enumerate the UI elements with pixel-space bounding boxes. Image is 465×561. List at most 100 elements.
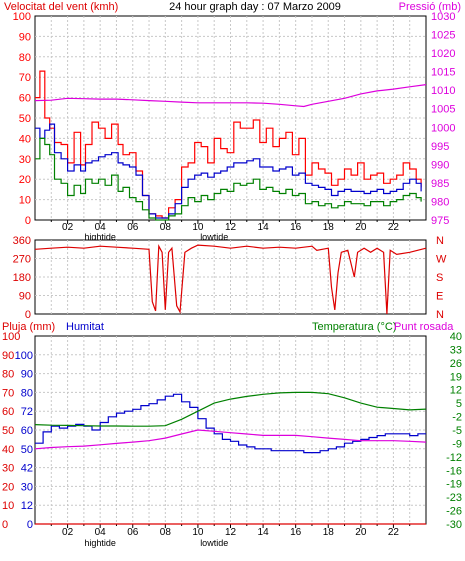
humidity-y-tick-label: 80 [21,387,33,399]
dew-point-axis-label: Punt rosada [394,321,454,333]
rain-y-tick-label: 10 [2,500,14,512]
temperature-y-tick-label: 40 [450,331,462,343]
pressure-y-tick-label: 995 [431,141,449,153]
compass-tick-label: N [436,235,444,247]
humidity-y-tick-label: 60 [21,425,33,437]
chart-title: 24 hour graph day : 07 Marzo 2009 [169,1,341,13]
rain-axis-label: Pluja (mm) [2,321,55,333]
wind-y-tick-label: 20 [19,174,31,186]
rain-humidity-temp-x-tick-label: 06 [127,527,139,538]
pressure-y-tick-label: 1030 [431,11,455,23]
wind-pressure-x-tick-label: 04 [95,222,107,233]
pressure-y-tick-label: 1025 [431,30,455,42]
temperature-y-tick-label: -16 [446,465,462,477]
pressure-y-tick-label: 1015 [431,67,455,79]
compass-tick-label: S [436,272,443,284]
wind-pressure-x-tick-label: 20 [355,222,367,233]
series-wind_low [35,137,422,221]
series-humidity [35,393,426,454]
wind-y-tick-label: 70 [19,72,31,84]
rain-humidity-temp-x-tick-label: 02 [62,527,74,538]
rain-y-tick-label: 100 [2,331,20,343]
wind-pressure-x-tick-label: 22 [388,222,400,233]
humidity-y-tick-label: 90 [21,369,33,381]
temperature-y-tick-label: -9 [452,438,462,450]
wind-y-tick-label: 50 [19,113,31,125]
wind-pressure-panel: 02 04 06 08 10 12 14 16 18 20 22 hightide lowtide 0 10… [13,11,456,242]
direction-y-tick-label: 0 [25,309,31,321]
rain-humidity-temp-x-tick-label: 16 [290,527,302,538]
rain-humidity-temp-x-tick-label: 18 [323,527,335,538]
wind-pressure-x-tick-label: 12 [225,222,237,233]
wind-y-tick-label: 60 [19,93,31,105]
rain-humidity-temp-x-tick-label: 14 [258,527,270,538]
series-direction [34,244,427,315]
humidity-y-tick-label: 30 [21,481,33,493]
rain-y-tick-label: 60 [2,406,14,418]
compass-tick-label: E [436,291,443,303]
pressure-axis-label: Pressió (mb) [399,1,461,13]
wind-y-tick-label: 100 [13,11,31,23]
rain-humidity-temp-x-tick-label: 10 [192,527,204,538]
pressure-y-tick-label: 1020 [431,48,455,60]
humidity-y-tick-label: 72 [21,406,33,418]
wind-pressure-x-tick-label: 08 [160,222,172,233]
rain-humidity-temp-x-note: lowtide [200,538,228,548]
rain-humidity-temp-x-tick-label: 22 [388,527,400,538]
direction-y-tick-label: 90 [19,291,31,303]
humidity-y-tick-label: 12 [21,500,33,512]
humidity-y-tick-label: 42 [21,463,33,475]
pressure-y-tick-label: 990 [431,159,449,171]
series-dew [34,429,427,450]
wind-y-tick-label: 90 [19,31,31,43]
temperature-y-tick-label: -12 [446,452,462,464]
wind-pressure-x-tick-label: 10 [192,222,204,233]
temperature-y-tick-label: -19 [446,479,462,491]
wind-pressure-x-tick-label: 06 [127,222,139,233]
series-wind_max [35,70,422,219]
temperature-y-tick-label: -2 [452,412,462,424]
series-wind_avg [35,123,422,219]
rain-y-tick-label: 80 [2,369,14,381]
temperature-y-tick-label: 12 [450,385,462,397]
wind-pressure-x-note: hightide [84,232,116,242]
wind-axis-label: Velocitat del vent (kmh) [4,1,118,13]
rain-y-tick-label: 90 [2,350,14,362]
pressure-y-tick-label: 1005 [431,104,455,116]
wind-y-tick-label: 10 [19,195,31,207]
pressure-y-tick-label: 975 [431,215,449,227]
rain-humidity-temp-x-note: hightide [84,538,116,548]
temperature-y-tick-label: 19 [450,371,462,383]
direction-y-tick-label: 360 [13,235,31,247]
rain-y-tick-label: 0 [2,519,8,531]
humidity-y-tick-label: 100 [15,350,33,362]
wind-pressure-x-note: lowtide [200,232,228,242]
direction-y-tick-label: 180 [13,272,31,284]
rain-humidity-temp-x-tick-label: 20 [355,527,367,538]
wind-y-tick-label: 80 [19,52,31,64]
rain-y-tick-label: 40 [2,444,14,456]
wind-y-tick-label: 0 [25,215,31,227]
pressure-y-tick-label: 1010 [431,85,455,97]
rain-humidity-temp-x-tick-label: 12 [225,527,237,538]
pressure-y-tick-label: 980 [431,196,449,208]
compass-tick-label: W [436,254,447,266]
temperature-y-tick-label: -23 [446,492,462,504]
temperature-y-tick-label: -30 [446,519,462,531]
rain-humidity-temp-x-tick-label: 08 [160,527,172,538]
temperature-y-tick-label: -26 [446,506,462,518]
rain-y-tick-label: 50 [2,425,14,437]
compass-tick-label: N [436,309,444,321]
series-temperature [34,391,427,427]
wind-pressure-x-tick-label: 16 [290,222,302,233]
humidity-axis-label: Humitat [66,321,104,333]
temperature-axis-label: Temperatura (°C) [312,321,396,333]
rain-y-tick-label: 20 [2,481,14,493]
wind-y-tick-label: 30 [19,154,31,166]
temperature-y-tick-label: 5 [456,398,462,410]
series-pressure [34,84,427,108]
direction-y-tick-label: 270 [13,254,31,266]
humidity-y-tick-label: 0 [27,519,33,531]
wind-pressure-x-tick-label: 14 [258,222,270,233]
rain-y-tick-label: 70 [2,387,14,399]
